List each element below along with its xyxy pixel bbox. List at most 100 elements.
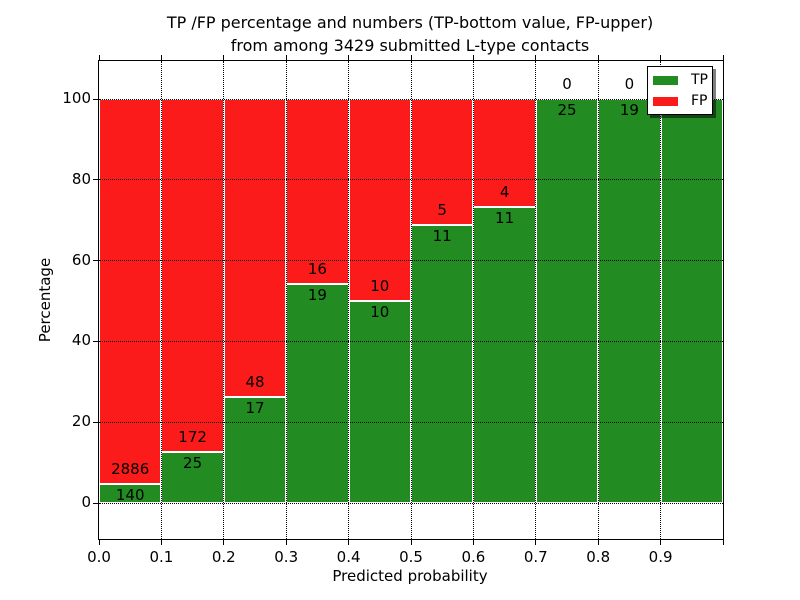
x-tick-top [535, 55, 537, 61]
bar-value-label-tp: 25 [557, 101, 577, 119]
bar-value-label-tp: 25 [183, 453, 203, 472]
x-tick-top [160, 55, 162, 61]
plot-area: 2886140172254817161910105114110250190110… [62, 55, 724, 566]
x-tick [223, 539, 225, 545]
y-tick-label: 40 [71, 331, 91, 350]
fp-legend-label: FP [691, 93, 708, 109]
x-tick [410, 539, 412, 545]
legend-item-tp: TP [653, 72, 708, 88]
x-tick-top [223, 55, 225, 61]
bar-value-label-tp: 11 [432, 227, 452, 246]
tp-bar-segment [598, 99, 661, 503]
y-tick [93, 260, 99, 262]
tp-bar-segment [660, 99, 723, 503]
bar-value-label-fp: 0 [562, 75, 572, 93]
h-gridline [99, 340, 723, 342]
x-tick [722, 539, 724, 545]
x-tick-label: 0.0 [87, 548, 111, 566]
y-tick [93, 340, 99, 342]
fp-legend-swatch [653, 96, 678, 106]
bar-value-label-fp: 48 [245, 373, 265, 392]
bar-value-label-tp: 140 [115, 486, 145, 505]
v-gridline [535, 61, 537, 539]
y-tick-label: 100 [62, 89, 91, 107]
v-gridline [597, 61, 599, 539]
x-tick-label: 0.6 [461, 548, 486, 566]
x-tick-top [348, 55, 350, 61]
x-tick-top [597, 55, 599, 61]
fp-bar-segment [161, 99, 224, 452]
v-gridline [285, 61, 287, 539]
x-tick-top [410, 55, 412, 61]
x-tick [597, 539, 599, 545]
h-gridline [99, 260, 723, 262]
h-gridline [99, 502, 723, 504]
x-tick-top [285, 55, 287, 61]
x-tick [472, 539, 474, 545]
bar-value-label-tp: 10 [370, 303, 390, 321]
fp-bar-segment [473, 99, 536, 207]
x-tick [160, 539, 162, 545]
tp-legend-label: TP [691, 72, 708, 88]
x-tick [285, 539, 287, 545]
fp-bar-segment [348, 99, 411, 301]
bar-value-label-tp: 19 [307, 285, 327, 304]
x-tick-label: 0.5 [399, 548, 423, 566]
x-tick-top [660, 55, 662, 61]
v-gridline [660, 61, 662, 539]
h-gridline [99, 421, 723, 423]
chart-title: TP /FP percentage and numbers (TP-bottom… [98, 11, 722, 57]
tp-legend-swatch [653, 75, 678, 85]
fp-bar-segment [99, 99, 162, 485]
y-tick [93, 179, 99, 181]
tp-bar-segment [161, 451, 224, 503]
chart-title-line2: from among 3429 submitted L-type contact… [230, 36, 590, 55]
fp-bar-segment [286, 99, 349, 284]
bar-value-label-fp: 2886 [111, 460, 150, 479]
x-tick-label: 0.9 [648, 548, 673, 566]
h-gridline [99, 179, 723, 181]
bar-value-label-fp: 4 [499, 182, 510, 201]
x-tick-label: 0.3 [274, 548, 299, 566]
y-tick [93, 421, 99, 423]
bar-value-label-fp: 10 [370, 277, 390, 295]
v-gridline [223, 61, 225, 539]
legend-item-fp: FP [653, 93, 708, 109]
bar-value-label-fp: 0 [624, 75, 635, 93]
y-tick-label: 0 [81, 493, 91, 511]
y-tick [93, 98, 99, 100]
x-tick [660, 539, 662, 545]
x-tick [348, 539, 350, 545]
y-tick-label: 60 [71, 250, 91, 269]
chart-title-line1: TP /FP percentage and numbers (TP-bottom… [166, 13, 654, 32]
y-axis-label: Percentage [36, 257, 54, 343]
tp-bar-segment [535, 99, 599, 503]
tp-bar-segment [286, 283, 349, 503]
bar-value-label-fp: 5 [437, 201, 447, 220]
x-tick [98, 539, 100, 545]
bar-value-label-fp: 172 [178, 427, 207, 446]
y-tick-label: 80 [71, 169, 91, 188]
x-tick-label: 0.2 [211, 548, 236, 566]
v-gridline [160, 61, 162, 539]
y-tick [93, 502, 99, 504]
x-tick-top [98, 55, 100, 61]
bar-value-label-tp: 19 [619, 101, 639, 119]
v-gridline [472, 61, 474, 539]
tp-bar-segment [223, 397, 287, 503]
y-tick-label: 20 [71, 412, 91, 431]
fp-bar-segment [223, 99, 287, 398]
bar-value-label-tp: 11 [495, 208, 515, 227]
x-tick-label: 0.7 [523, 548, 548, 566]
h-gridline [99, 98, 723, 100]
x-tick-label: 0.8 [586, 548, 611, 566]
x-tick [535, 539, 537, 545]
legend: TP FP [647, 66, 713, 115]
x-tick-top [722, 55, 724, 61]
tp-bar-segment [348, 301, 411, 503]
tp-bar-segment [99, 484, 162, 503]
v-gridline [348, 61, 350, 539]
x-tick-label: 0.4 [336, 548, 361, 566]
tp-bar-segment [411, 225, 474, 503]
